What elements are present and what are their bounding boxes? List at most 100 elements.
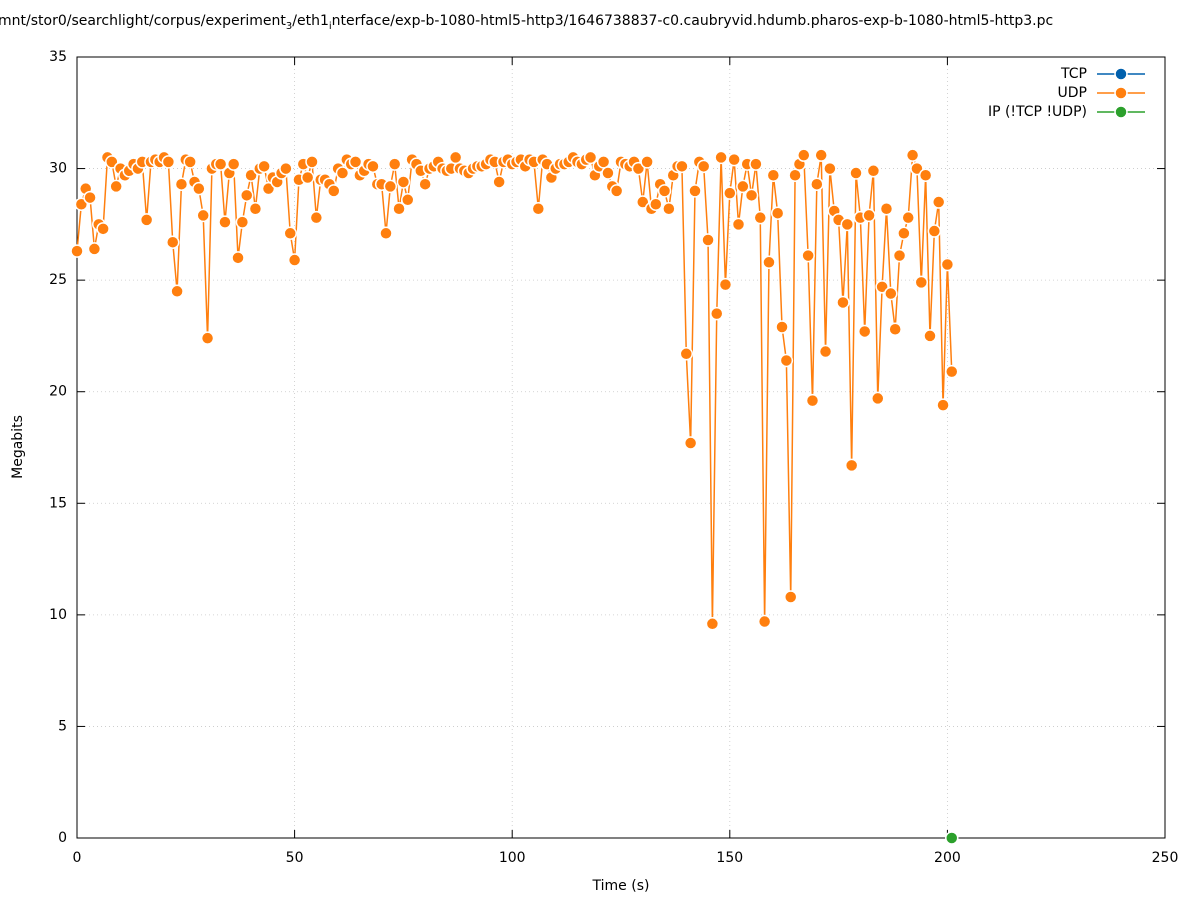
data-point [192, 181, 206, 196]
data-point [87, 242, 102, 256]
data-point [139, 213, 154, 227]
data-point [723, 186, 737, 200]
data-point [840, 217, 855, 232]
data-point [844, 458, 859, 473]
data-point [736, 179, 750, 194]
data-point [675, 159, 689, 174]
data-point [640, 155, 654, 169]
x-tick-label: 250 [1152, 850, 1179, 866]
data-point [231, 251, 245, 265]
plot-border [76, 56, 1166, 839]
data-point [679, 347, 694, 361]
data-point [788, 168, 802, 183]
title-subscript: 3 [286, 21, 292, 32]
data-point [70, 244, 84, 258]
data-point [235, 215, 250, 229]
y-tick-label: 25 [49, 272, 67, 288]
title-part: /eth1 [292, 13, 329, 29]
data-point [379, 226, 393, 241]
data-point [583, 150, 598, 165]
data-point [165, 235, 180, 249]
data-point [749, 157, 763, 171]
data-point [200, 331, 215, 345]
data-point [596, 155, 611, 169]
y-axis-label: Megabits [10, 415, 26, 479]
data-point [609, 184, 624, 198]
data-point [940, 257, 955, 272]
data-point [797, 148, 811, 162]
data-point [709, 306, 724, 321]
data-point [727, 152, 741, 167]
data-point [818, 344, 833, 359]
data-point [871, 391, 885, 406]
y-tick-label: 0 [58, 830, 67, 846]
data-point [810, 177, 824, 191]
x-tick-label: 50 [286, 850, 304, 866]
data-point [218, 215, 232, 229]
data-point [731, 217, 746, 232]
data-point [257, 159, 271, 174]
data-point [696, 159, 711, 174]
data-point [801, 248, 815, 263]
data-point [914, 275, 929, 290]
data-point [892, 248, 907, 263]
data-point [823, 161, 837, 176]
data-point [383, 179, 398, 194]
y-tick-label: 10 [49, 607, 67, 623]
data-point [392, 201, 406, 216]
data-point [287, 253, 302, 267]
data-point [923, 329, 937, 343]
x-axis-label: Time (s) [592, 878, 650, 894]
data-point [74, 197, 89, 212]
title-part: nterface/exp-b-1080-html5-http3/16467388… [332, 13, 1054, 29]
legend-marker [1114, 86, 1128, 100]
data-point [779, 353, 794, 368]
data-point [936, 398, 950, 412]
data-point [174, 177, 189, 191]
data-point [931, 195, 946, 209]
data-point [636, 195, 650, 209]
data-point [762, 255, 776, 270]
data-point [105, 155, 119, 169]
y-tick-label: 5 [58, 718, 67, 734]
x-tick-label: 0 [73, 850, 82, 866]
data-point [248, 201, 263, 216]
data-point [531, 201, 546, 216]
series-line [76, 154, 953, 624]
y-tick-label: 15 [49, 495, 67, 511]
data-point [170, 284, 184, 299]
data-point [714, 150, 728, 165]
data-point [770, 206, 785, 220]
legend-label: IP (!TCP !UDP) [988, 104, 1087, 120]
data-point [927, 224, 942, 238]
data-point [448, 150, 463, 165]
data-point [901, 210, 915, 225]
data-point [96, 222, 110, 236]
data-point [718, 277, 733, 292]
y-tick-label: 20 [49, 384, 67, 400]
data-point [884, 286, 898, 301]
data-point [897, 226, 911, 241]
title-part: mnt/stor0/searchlight/corpus/experiment [0, 13, 286, 29]
data-point [875, 280, 889, 294]
data-point [213, 157, 228, 171]
data-point [888, 322, 902, 336]
data-point [396, 175, 411, 189]
y-tick-label: 30 [49, 161, 67, 177]
data-point [492, 175, 506, 189]
data-point [109, 179, 123, 194]
data-point [244, 168, 258, 183]
data-point [657, 184, 672, 198]
data-point [862, 208, 876, 223]
data-point [905, 148, 920, 162]
data-point [910, 161, 924, 176]
y-tick-label: 35 [49, 49, 67, 65]
data-point [918, 168, 933, 183]
x-tick-label: 100 [499, 850, 526, 866]
data-point [196, 208, 210, 223]
data-point [945, 364, 959, 379]
legend-marker [1114, 67, 1128, 81]
data-point [283, 226, 297, 241]
legend-marker [1114, 105, 1128, 119]
data-point [418, 177, 432, 191]
